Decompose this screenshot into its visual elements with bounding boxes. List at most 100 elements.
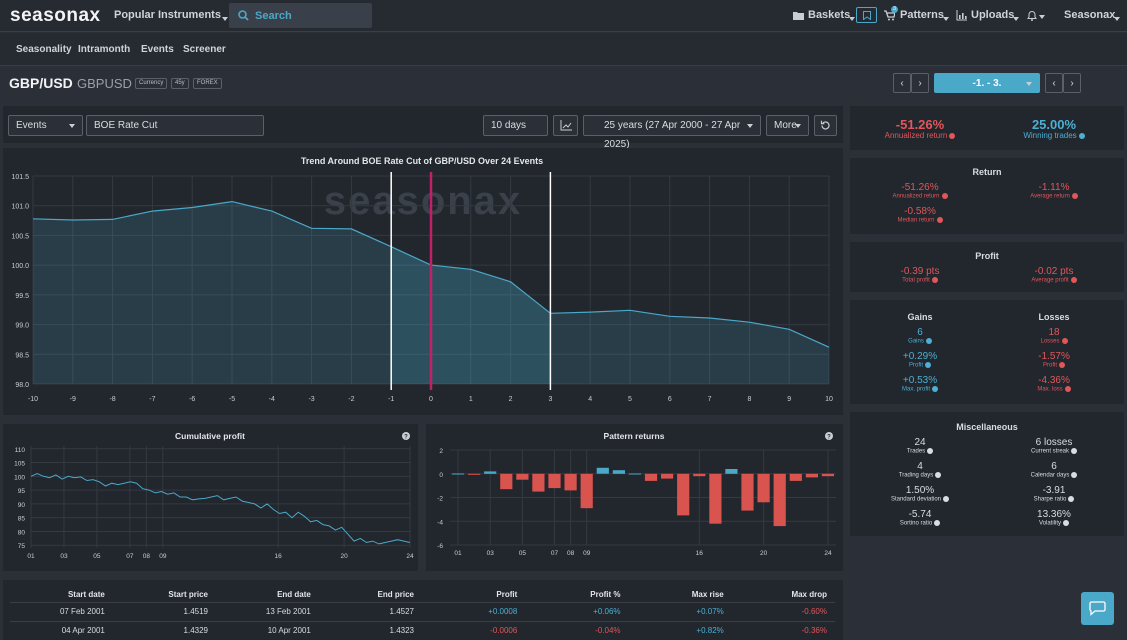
pattern-return-bar (677, 473, 690, 516)
cell-profit-percent: -0.04% (525, 620, 629, 640)
help-icon[interactable] (936, 217, 943, 223)
x-tick-label: -4 (269, 396, 275, 403)
x-tick-label: 03 (60, 553, 68, 560)
help-icon[interactable] (943, 496, 950, 502)
logo[interactable]: seasonax (10, 5, 101, 26)
help-icon[interactable] (1061, 338, 1068, 344)
tab-seasonality[interactable]: Seasonality (16, 44, 72, 55)
column-header[interactable]: Max drop (791, 590, 827, 600)
trend-chart[interactable]: Trend Around BOE Rate Cut of GBP/USD Ove… (3, 148, 843, 415)
svg-text:?: ? (827, 435, 831, 441)
help-icon[interactable] (1063, 520, 1069, 526)
patterns-menu[interactable]: Patterns (900, 9, 956, 21)
popular-instruments-menu[interactable]: Popular Instruments (114, 9, 235, 21)
search-input[interactable] (255, 7, 365, 24)
x-tick-label: 1 (469, 396, 473, 403)
column-header[interactable]: Start date (67, 590, 105, 600)
sub-navigation: Seasonality Intramonth Events Screener (0, 33, 1127, 66)
cell-profit: +0.0008 (421, 601, 526, 621)
x-tick-label: 07 (551, 550, 559, 557)
help-icon[interactable] (1070, 277, 1077, 283)
cumulative-profit-line (30, 473, 411, 545)
stat-std-dev: 1.50% (905, 485, 935, 496)
help-icon[interactable] (934, 520, 941, 526)
more-menu[interactable]: More (766, 115, 809, 136)
column-header[interactable]: Profit % (590, 590, 621, 600)
y-tick-label: 99.5 (15, 293, 29, 300)
baskets-menu[interactable]: Baskets (808, 9, 862, 21)
x-tick-label: -1 (388, 396, 394, 403)
cell-max-rise: +0.82% (628, 620, 732, 640)
help-icon[interactable] (935, 472, 942, 478)
svg-text:?: ? (404, 435, 408, 441)
help-icon[interactable] (941, 193, 948, 199)
column-header[interactable]: End price (377, 590, 414, 600)
y-tick-label: 100 (14, 474, 25, 481)
pager-next-page-button[interactable]: › (1063, 73, 1081, 93)
help-icon[interactable]: ? (825, 432, 833, 441)
pager-next-button[interactable]: › (911, 73, 929, 93)
help-icon[interactable] (1071, 193, 1078, 199)
headline-winning-trades-label: Winning trades (994, 131, 1114, 140)
stat-losses: 18 (1048, 327, 1060, 338)
mode-select[interactable]: Events (8, 115, 83, 136)
help-icon[interactable] (927, 448, 934, 454)
pager-select[interactable]: -1. - 3. (934, 73, 1040, 93)
x-tick-label: 9 (787, 396, 791, 403)
bell-icon[interactable] (1027, 10, 1037, 21)
help-icon[interactable] (1071, 472, 1078, 478)
account-menu[interactable]: Seasonax (1064, 9, 1127, 21)
search-box[interactable] (229, 3, 372, 28)
window-select[interactable]: 10 days (483, 115, 548, 136)
help-icon[interactable] (932, 386, 938, 392)
pattern-return-bar (628, 473, 641, 475)
pager-prev-button[interactable]: ‹ (893, 73, 911, 93)
help-icon[interactable] (931, 277, 938, 283)
tab-intramonth[interactable]: Intramonth (78, 44, 131, 55)
stat-median-return: -0.58% (904, 206, 936, 217)
column-header[interactable]: Profit (496, 590, 518, 600)
column-header[interactable]: Start price (168, 590, 208, 600)
stat-gains-label: Gains (860, 338, 980, 345)
x-tick-label: 2 (509, 396, 513, 403)
bookmark-button[interactable] (856, 7, 877, 23)
cell-start-price: 1.4519 (112, 601, 216, 621)
stat-sharpe-label: Sharpe ratio (994, 496, 1114, 503)
column-header[interactable]: Max rise (691, 590, 724, 600)
column-header[interactable]: End date (277, 590, 311, 600)
stat-volatility-label: Volatility (994, 520, 1114, 527)
cumulative-profit-chart[interactable]: Cumulative profit ? 11010510095908580750… (3, 424, 418, 571)
help-icon[interactable] (949, 132, 956, 139)
stat-current-streak-label: Current streak (994, 448, 1114, 455)
range-select[interactable]: 25 years (27 Apr 2000 - 27 Apr 2025) (583, 115, 761, 150)
help-icon[interactable] (1068, 496, 1075, 502)
help-icon[interactable] (1078, 132, 1085, 139)
pattern-return-bar (564, 473, 577, 491)
bell-dropdown-caret[interactable] (1038, 7, 1052, 23)
y-tick-label: 98.5 (15, 352, 29, 359)
help-icon[interactable] (1059, 362, 1065, 368)
help-icon[interactable]: ? (402, 432, 410, 441)
help-icon[interactable] (1071, 448, 1077, 454)
stat-trades: 24 (914, 437, 926, 448)
pager-prev-page-button[interactable]: ‹ (1045, 73, 1063, 93)
cell-profit: -0.0006 (421, 620, 526, 640)
tab-events[interactable]: Events (141, 44, 174, 55)
y-tick-label: 2 (439, 448, 443, 455)
table-row[interactable]: 07 Feb 2001 1.4519 13 Feb 2001 1.4527 +0… (10, 601, 835, 621)
cell-max-rise: +0.07% (628, 601, 732, 621)
chart-type-button[interactable] (553, 115, 578, 136)
pattern-returns-chart[interactable]: Pattern returns ? 20-2-4-601 03 05 07 08 09 16… (426, 424, 843, 571)
tab-screener[interactable]: Screener (183, 44, 226, 55)
chat-button[interactable] (1081, 592, 1114, 625)
pattern-return-bar (725, 469, 738, 474)
stat-average-return-label: Average return (994, 193, 1114, 200)
uploads-menu[interactable]: Uploads (971, 9, 1026, 21)
pattern-return-bar (532, 473, 545, 492)
help-icon[interactable] (1064, 386, 1071, 392)
help-icon[interactable] (925, 338, 932, 344)
table-row[interactable]: 04 Apr 2001 1.4329 10 Apr 2001 1.4323 -0… (10, 620, 835, 640)
reset-button[interactable] (814, 115, 837, 136)
help-icon[interactable] (925, 362, 931, 368)
event-select[interactable]: BOE Rate Cut (86, 115, 264, 136)
